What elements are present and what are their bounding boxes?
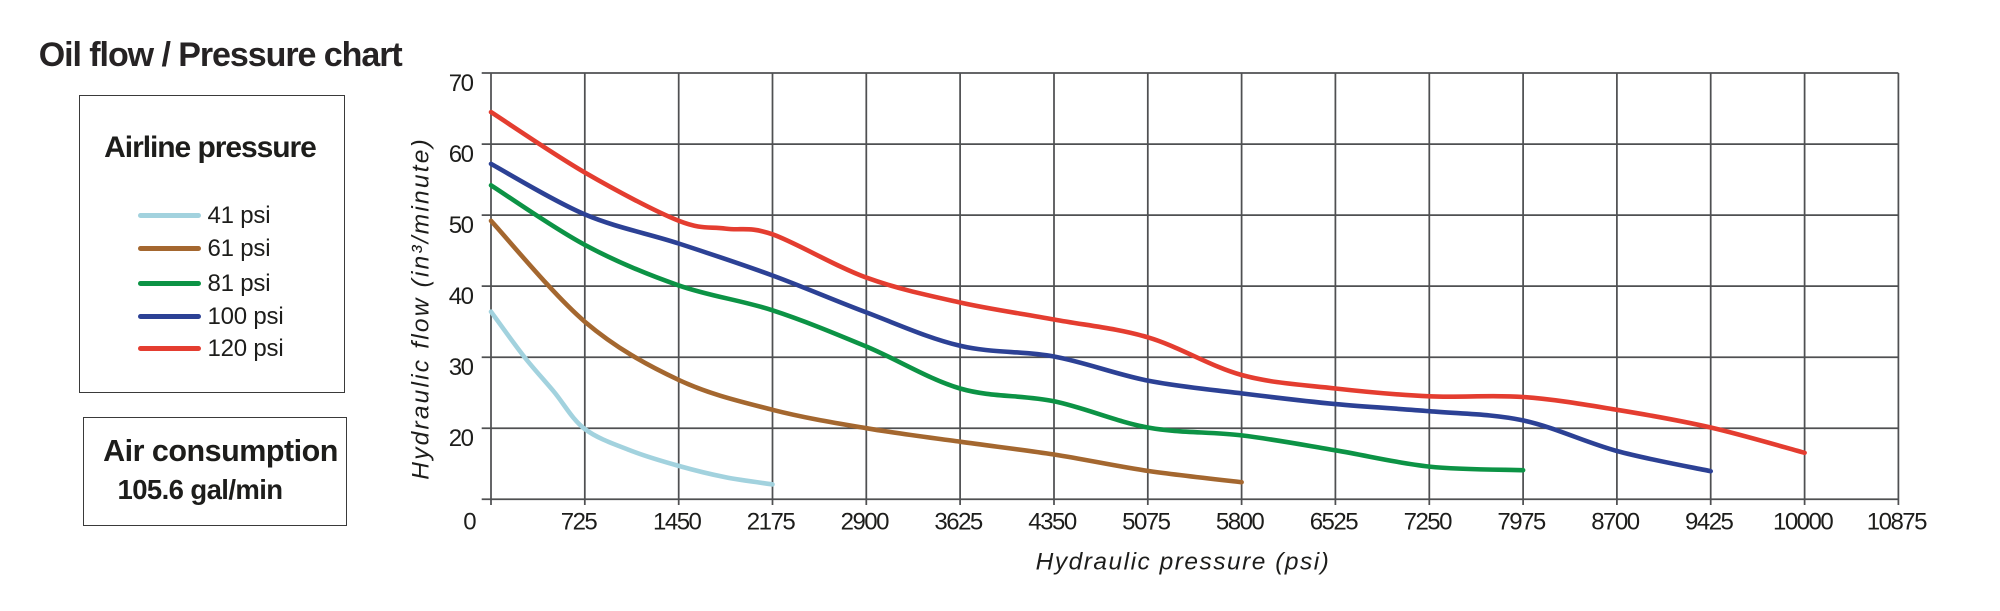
- svg-text:5800: 5800: [1216, 509, 1265, 536]
- svg-text:20: 20: [449, 425, 474, 452]
- svg-text:30: 30: [449, 354, 474, 381]
- svg-text:1450: 1450: [653, 509, 702, 536]
- svg-text:2900: 2900: [841, 509, 890, 536]
- svg-text:10000: 10000: [1773, 509, 1833, 536]
- svg-text:70: 70: [449, 70, 474, 97]
- svg-text:4350: 4350: [1028, 509, 1077, 536]
- svg-text:6525: 6525: [1310, 509, 1359, 536]
- svg-text:9425: 9425: [1685, 509, 1734, 536]
- svg-text:3625: 3625: [934, 509, 983, 536]
- svg-text:7975: 7975: [1497, 509, 1546, 536]
- svg-text:5075: 5075: [1122, 509, 1171, 536]
- svg-text:8700: 8700: [1591, 509, 1640, 536]
- svg-text:40: 40: [449, 283, 474, 310]
- svg-text:Hydraulic pressure (psi): Hydraulic pressure (psi): [1036, 549, 1331, 576]
- svg-text:50: 50: [449, 212, 474, 239]
- svg-text:10875: 10875: [1867, 509, 1927, 536]
- svg-text:Hydraulic flow (in³/minute): Hydraulic flow (in³/minute): [407, 137, 434, 480]
- svg-text:60: 60: [449, 141, 474, 168]
- svg-text:0: 0: [463, 509, 476, 536]
- svg-text:725: 725: [561, 509, 598, 536]
- svg-text:7250: 7250: [1404, 509, 1453, 536]
- svg-text:2175: 2175: [747, 509, 796, 536]
